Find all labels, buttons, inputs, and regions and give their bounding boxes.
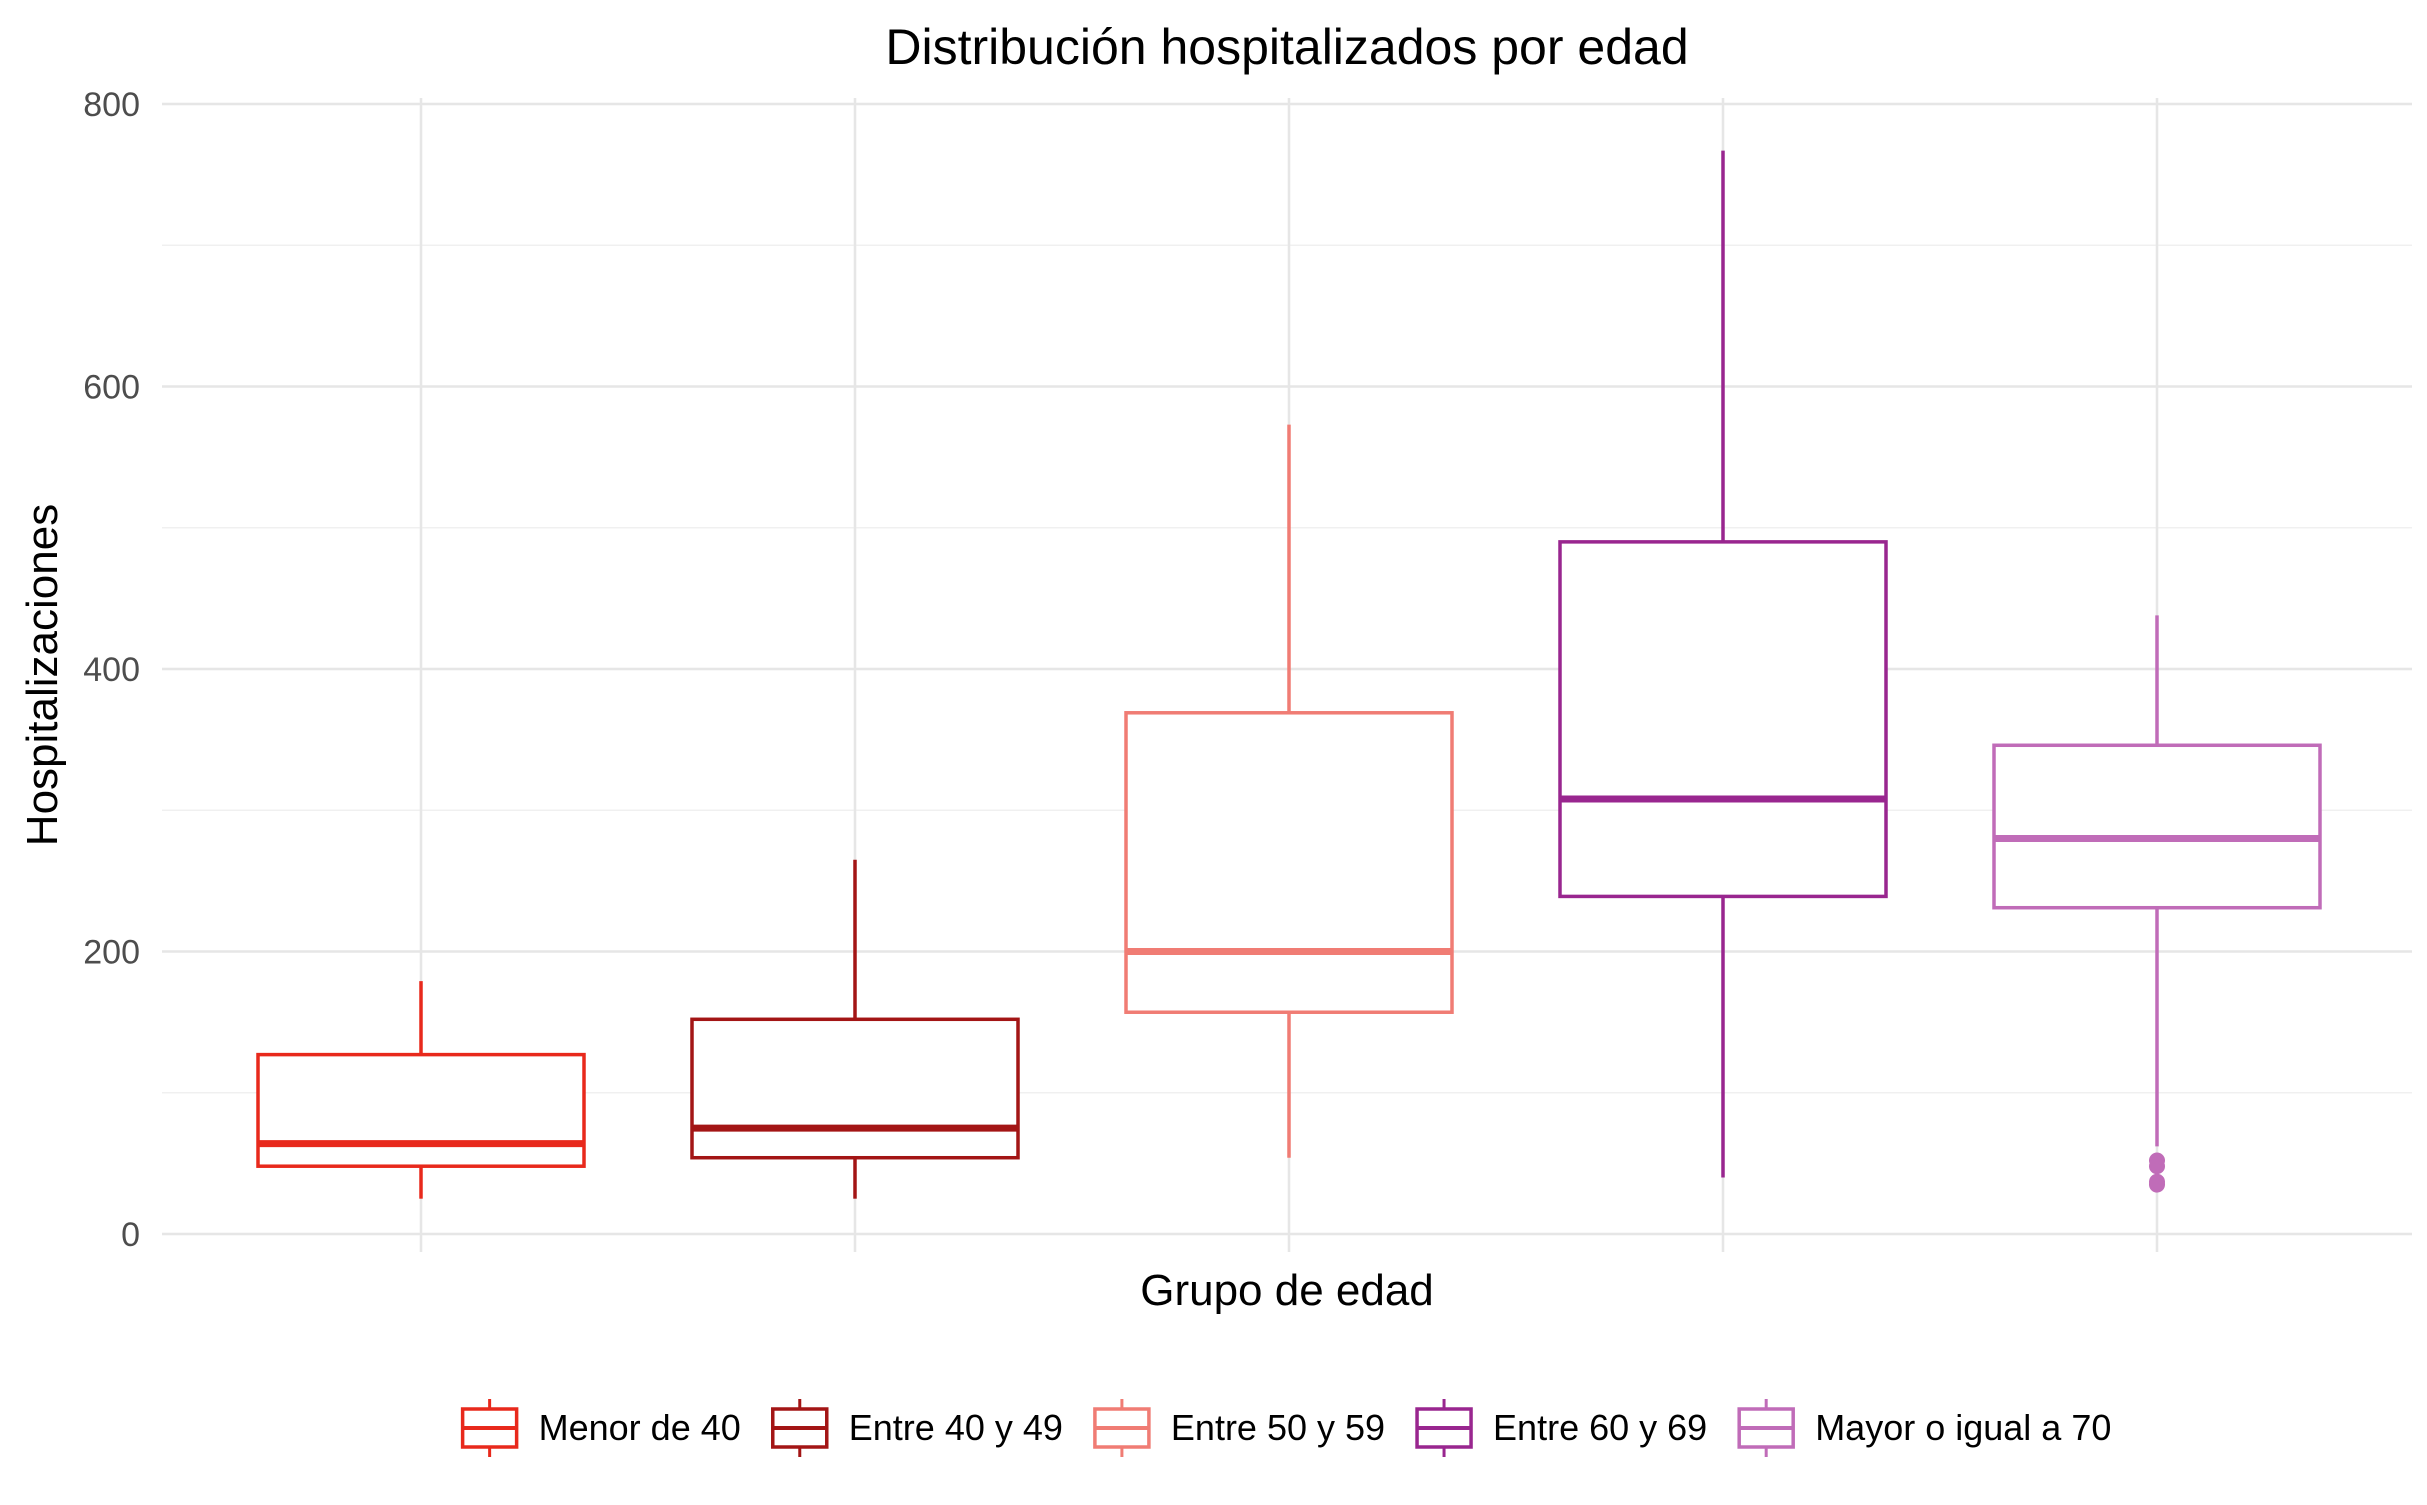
box-layer	[256, 150, 2322, 1199]
legend: Menor de 40 Entre 40 y 49 Entre 50 y 59 Ent…	[460, 1399, 2111, 1457]
legend-item: Mayor o igual a 70	[1737, 1399, 2111, 1457]
y-tick-labels: 0 200 400 600 800	[83, 86, 140, 1254]
y-tick-label: 200	[83, 934, 140, 972]
box-4	[1558, 150, 1888, 1178]
y-tick-label: 600	[83, 369, 140, 407]
legend-label: Entre 40 y 49	[849, 1407, 1063, 1448]
box-2	[690, 859, 1020, 1199]
y-tick-label: 0	[121, 1216, 140, 1254]
box-1	[256, 981, 586, 1199]
box-3	[1124, 424, 1454, 1158]
outlier-point	[2149, 1158, 2165, 1175]
chart-title: Distribución hospitalizados por edad	[885, 19, 1688, 75]
outlier-point	[2149, 1176, 2165, 1193]
iqr-box	[1124, 711, 1454, 1014]
y-tick-label: 800	[83, 86, 140, 124]
iqr-box	[690, 1017, 1020, 1160]
legend-item: Entre 50 y 59	[1093, 1399, 1385, 1457]
legend-label: Mayor o igual a 70	[1815, 1407, 2111, 1448]
iqr-box	[1992, 743, 2322, 910]
legend-label: Menor de 40	[539, 1407, 741, 1448]
legend-label: Entre 50 y 59	[1171, 1407, 1385, 1448]
y-axis-label: Hospitalizaciones	[18, 504, 67, 846]
x-axis-label: Grupo de edad	[1140, 1266, 1434, 1315]
legend-item: Entre 40 y 49	[771, 1399, 1063, 1457]
iqr-box	[256, 1052, 586, 1168]
iqr-box	[1558, 540, 1888, 899]
legend-label: Entre 60 y 69	[1493, 1407, 1707, 1448]
legend-item: Menor de 40	[460, 1399, 741, 1457]
y-tick-label: 400	[83, 651, 140, 689]
box-5	[1992, 615, 2322, 1193]
legend-item: Entre 60 y 69	[1415, 1399, 1707, 1457]
